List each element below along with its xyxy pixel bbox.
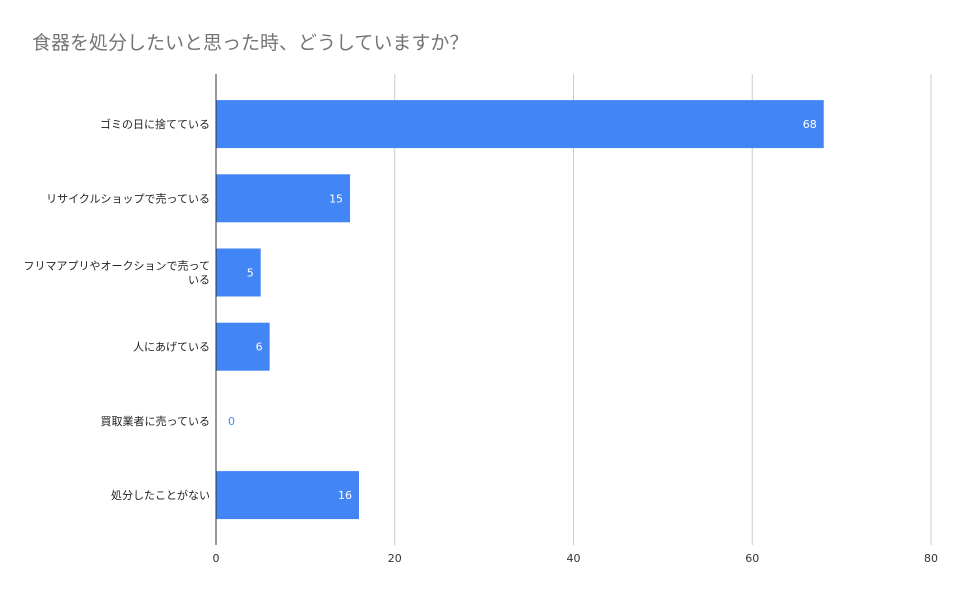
category-label-line: いる (188, 274, 210, 287)
gridlines (394, 74, 932, 545)
chart-title: 食器を処分したいと思った時、どうしていますか？ (32, 32, 468, 54)
data-label: 0 (228, 415, 235, 428)
category-label-line: リサイクルショップで売っている (46, 192, 210, 205)
bars: 68 15 5 6 0 16 (216, 100, 824, 520)
category-label-line: フリマアプリやオークションで売って (24, 260, 210, 273)
category-label-line: ゴミの日に捨てている (100, 117, 210, 131)
category-label-line: 買取業者に売っている (101, 415, 210, 428)
bar (216, 248, 261, 297)
data-label: 5 (247, 267, 254, 280)
category-label: 買取業者に売っている (101, 415, 210, 428)
data-label: 15 (329, 192, 343, 205)
bar (216, 322, 270, 371)
data-label: 16 (338, 489, 352, 502)
category-label: 処分したことがない (111, 488, 210, 502)
bar (216, 471, 359, 520)
category-label-line: 処分したことがない (111, 488, 210, 502)
category-labels: ゴミの日に捨てているリサイクルショップで売っているフリマアプリやオークションで売… (24, 117, 210, 502)
x-tick-label: 0 (213, 552, 220, 565)
bar (216, 174, 351, 223)
category-label: フリマアプリやオークションで売っている (24, 260, 210, 287)
x-tick-label: 80 (924, 552, 938, 565)
category-label: 人にあげている (133, 341, 210, 354)
x-tick-label: 60 (745, 552, 759, 565)
category-label: ゴミの日に捨てている (100, 117, 210, 131)
category-label-line: 人にあげている (133, 341, 210, 354)
category-label: リサイクルショップで売っている (46, 192, 210, 205)
data-label: 68 (803, 118, 817, 131)
x-tick-label: 20 (388, 552, 402, 565)
bar (216, 100, 824, 149)
x-tick-label: 40 (567, 552, 581, 565)
x-tick-labels: 0 20 40 60 80 (213, 552, 939, 565)
data-label: 6 (256, 341, 263, 354)
